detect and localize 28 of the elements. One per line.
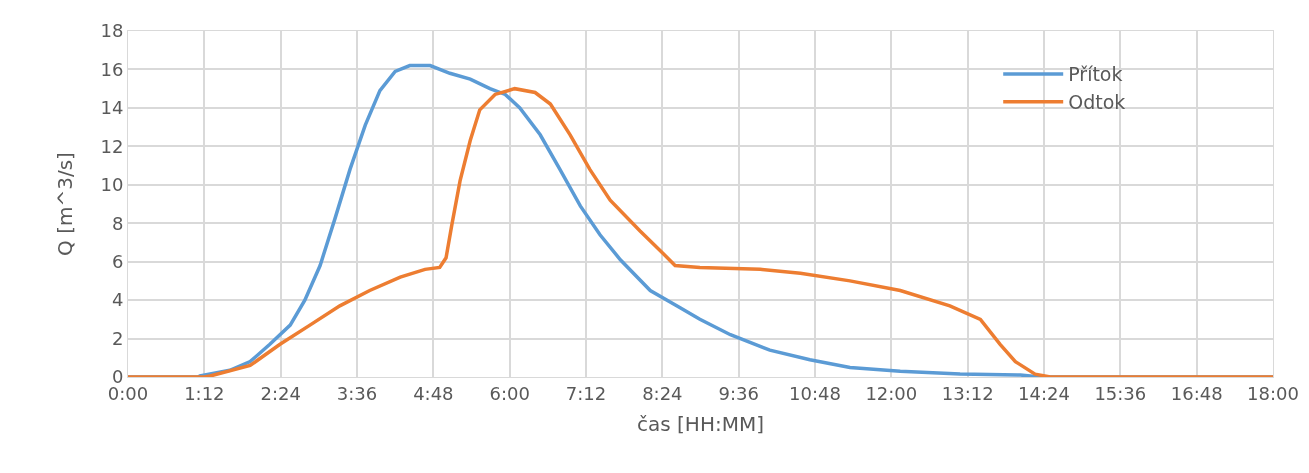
x-tick-label: 16:48 — [1170, 382, 1223, 404]
x-tick-label: 18:00 — [1247, 382, 1299, 404]
y-tick-label: 18 — [100, 20, 124, 42]
y-tick-label: 12 — [100, 135, 124, 157]
y-tick-label: 8 — [111, 212, 124, 234]
y-tick-label: 6 — [111, 250, 124, 272]
x-tick-label: 15:36 — [1094, 382, 1147, 404]
x-tick-label: 6:00 — [489, 382, 530, 404]
y-tick-label: 2 — [111, 327, 124, 349]
x-tick-label: 4:48 — [413, 382, 454, 404]
x-axis-title: čas [HH:MM] — [637, 412, 764, 437]
x-tick-label: 2:24 — [260, 382, 301, 404]
x-tick-label: 9:36 — [718, 382, 759, 404]
x-tick-label: 7:12 — [565, 382, 607, 404]
legend-label: Odtok — [1068, 91, 1126, 114]
y-axis-title: Q [m^3/s] — [52, 152, 77, 256]
y-tick-label: 10 — [100, 174, 124, 196]
y-tick-label: 4 — [111, 289, 124, 311]
x-tick-label: 8:24 — [642, 382, 683, 404]
y-tick-label: 16 — [100, 58, 124, 80]
x-tick-label: 10:48 — [789, 382, 841, 404]
x-tick-label: 12:00 — [865, 382, 918, 404]
legend-label: Přítok — [1068, 63, 1123, 86]
x-tick-label: 13:12 — [941, 382, 994, 404]
x-tick-label: 3:36 — [336, 382, 378, 404]
y-tick-label: 14 — [100, 97, 124, 119]
x-tick-label: 1:12 — [184, 382, 225, 404]
x-tick-label: 14:24 — [1018, 382, 1070, 404]
